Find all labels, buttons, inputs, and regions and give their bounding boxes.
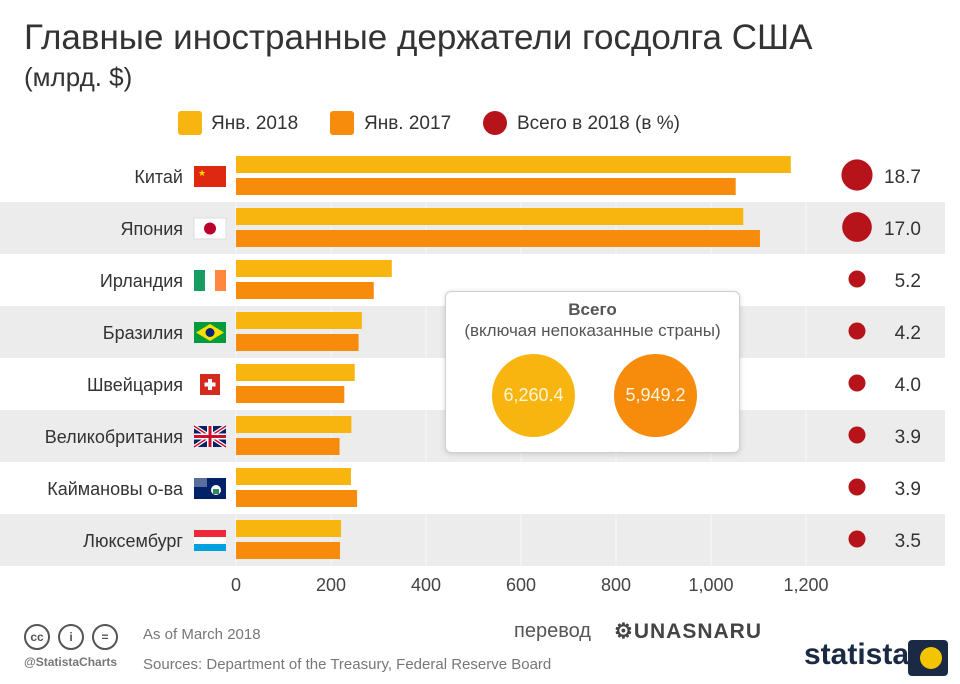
category-label: Великобритания [45, 427, 183, 447]
flag-china-icon: ★ [194, 166, 226, 187]
category-label: Япония [121, 219, 184, 239]
share-dot [848, 530, 866, 548]
row-band [0, 514, 945, 566]
category-label: Швейцария [87, 375, 183, 395]
x-tick-label: 1,000 [688, 575, 733, 595]
page-subtitle: (млрд. $) [24, 62, 133, 92]
total-2018-circle: 6,260.4 [492, 354, 575, 437]
statista-logo[interactable]: statista [804, 638, 910, 671]
flag-switzerland-icon [200, 374, 220, 395]
total-2017-circle: 5,949.2 [614, 354, 697, 437]
share-label: 18.7 [884, 167, 921, 188]
share-dot [848, 426, 866, 444]
bar-2017 [236, 490, 358, 507]
bar-2018 [236, 364, 355, 381]
legend-label-2018: Янв. 2018 [211, 113, 299, 134]
x-tick-label: 1,200 [783, 575, 828, 595]
translation-label: перевод [514, 620, 591, 642]
share-label: 4.0 [895, 375, 921, 396]
legend-label-share: Всего в 2018 (в %) [517, 113, 680, 134]
bar-2018 [236, 468, 351, 485]
legend-dot-share [483, 111, 507, 135]
flag-japan-icon [193, 217, 227, 240]
category-label: Люксембург [83, 531, 183, 551]
flag-ireland-icon [194, 270, 226, 291]
category-label: Китай [134, 167, 183, 187]
x-tick-label: 800 [601, 575, 631, 595]
bar-2018 [236, 260, 392, 277]
category-label: Каймановы о-ва [47, 479, 184, 499]
bar-2017 [236, 334, 359, 351]
total-box-subtitle: (включая непоказанные страны) [464, 321, 721, 340]
flag-cayman-icon [194, 478, 226, 499]
attribution-icon: i [58, 624, 84, 650]
flag-uk-icon [192, 424, 228, 449]
x-tick-label: 0 [231, 575, 241, 595]
share-dot [848, 478, 866, 496]
total-2017-value: 5,949.2 [625, 385, 686, 405]
share-label: 3.9 [895, 479, 921, 500]
share-dot [848, 374, 866, 392]
category-label: Бразилия [103, 323, 183, 343]
share-dot [848, 270, 866, 288]
share-label: 17.0 [884, 219, 921, 240]
legend-swatch-2017 [330, 111, 354, 135]
bar-2017 [236, 438, 340, 455]
bar-2017 [236, 386, 345, 403]
bar-2017 [236, 282, 374, 299]
bar-2017 [236, 178, 736, 195]
page-title: Главные иностранные держатели госдолга С… [24, 18, 813, 57]
x-tick-label: 600 [506, 575, 536, 595]
no-derivatives-icon: = [92, 624, 118, 650]
bar-2018 [236, 416, 352, 433]
statista-logo-icon [908, 640, 948, 676]
total-2018-value: 6,260.4 [503, 385, 564, 405]
statista-handle: @StatistaCharts [24, 655, 118, 669]
share-dot [841, 159, 873, 191]
share-dot [842, 212, 872, 242]
share-label: 4.2 [895, 323, 921, 344]
as-of-note: As of March 2018 [143, 626, 261, 643]
share-label: 3.5 [895, 531, 921, 552]
share-dot [848, 322, 866, 340]
bar-2018 [236, 208, 744, 225]
legend-swatch-2018 [178, 111, 202, 135]
flag-brazil-icon [194, 322, 226, 343]
total-box: Всего (включая непоказанные страны) 6,26… [445, 291, 740, 453]
bar-2017 [236, 542, 341, 559]
row-band [0, 462, 945, 514]
category-label: Ирландия [100, 271, 183, 291]
svg-text:★: ★ [198, 168, 206, 178]
bar-2018 [236, 520, 341, 537]
bar-2018 [236, 156, 791, 173]
flag-luxembourg-icon [194, 530, 226, 551]
cc-license-icon: cc [24, 624, 50, 650]
bar-2017 [236, 230, 760, 247]
bar-2018 [236, 312, 362, 329]
x-tick-label: 200 [316, 575, 346, 595]
legend-label-2017: Янв. 2017 [364, 113, 452, 134]
share-label: 5.2 [895, 271, 921, 292]
total-box-title: Всего [568, 300, 617, 319]
x-tick-label: 400 [411, 575, 441, 595]
translation-logo: ⚙UNASNARU [614, 620, 762, 643]
share-label: 3.9 [895, 427, 921, 448]
sources-note: Sources: Department of the Treasury, Fed… [143, 656, 552, 673]
